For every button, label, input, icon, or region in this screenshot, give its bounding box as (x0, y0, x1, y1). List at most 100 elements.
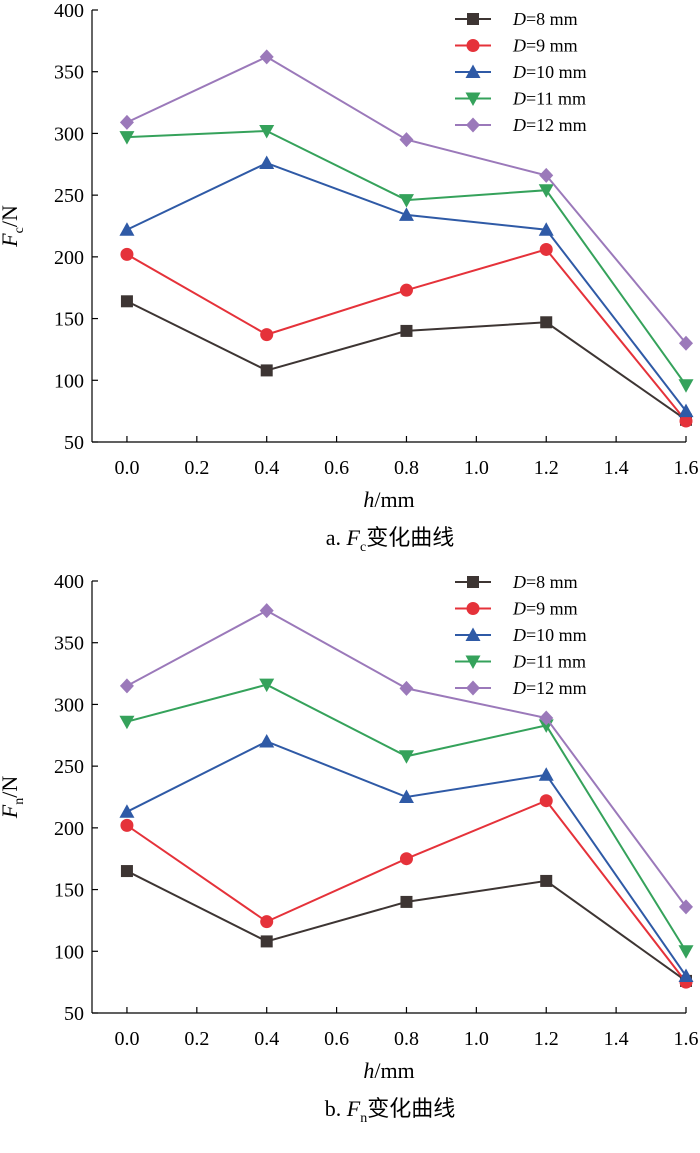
data-point (120, 295, 133, 308)
y-tick-label: 350 (54, 62, 84, 84)
x-axis-title: h/mm (363, 487, 414, 512)
data-point (119, 715, 135, 730)
caption-prefix: b. (325, 1096, 347, 1121)
y-tick-label: 100 (54, 370, 84, 392)
data-point (399, 852, 413, 866)
y-axis-title: Fc/N (0, 205, 27, 248)
data-point (679, 899, 693, 915)
series-D11 (119, 124, 694, 393)
x-tick-label: 0.8 (394, 1028, 419, 1050)
caption-symbol: F (346, 1096, 361, 1121)
series-D8 (120, 295, 692, 426)
x-tick-label: 0.6 (324, 457, 349, 479)
legend-item: D=12 mm (455, 115, 587, 135)
data-point (120, 865, 133, 878)
x-tick-label: 1.2 (534, 1028, 559, 1050)
data-point (538, 767, 554, 781)
x-tick-label: 1.4 (604, 1028, 629, 1050)
data-point (398, 207, 414, 221)
data-point (259, 603, 274, 619)
series-line (126, 870, 687, 982)
legend-value: =8 mm (526, 9, 578, 29)
legend-item: D=12 mm (455, 678, 587, 698)
caption-subscript: n (360, 1111, 367, 1126)
x-tick-label: 0.2 (184, 457, 209, 479)
series-line (126, 129, 687, 386)
legend-marker (466, 39, 480, 52)
series-D9 (120, 794, 693, 989)
series-D12 (119, 49, 693, 351)
data-point (260, 935, 273, 948)
legend-value: =9 mm (526, 36, 578, 56)
data-point (400, 895, 413, 908)
data-point (678, 379, 694, 393)
x-tick-label: 0.4 (254, 457, 279, 479)
legend-symbol: D (512, 678, 526, 698)
legend-value: =12 mm (526, 115, 587, 135)
legend-value: =9 mm (526, 599, 578, 619)
legend-label: D=12 mm (512, 678, 587, 698)
data-point (538, 222, 554, 236)
data-point (539, 167, 554, 183)
series-D10 (119, 733, 694, 982)
legend-marker (465, 92, 481, 106)
x-tick-label: 1.2 (534, 457, 559, 479)
x-tick-label: 0.6 (324, 1028, 349, 1050)
legend-symbol: D (512, 62, 526, 82)
legend-marker (467, 13, 479, 25)
data-point (539, 794, 553, 808)
legend-label: D=10 mm (512, 62, 587, 82)
data-point (399, 132, 414, 148)
legend-marker (465, 64, 481, 78)
y-tick-label: 200 (54, 818, 84, 840)
series-D12 (119, 603, 693, 915)
legend-value: =11 mm (526, 652, 586, 672)
legend-marker (466, 117, 480, 133)
data-point (538, 184, 554, 198)
data-point (400, 324, 413, 337)
legend-value: =10 mm (526, 625, 587, 645)
legend-label: D=11 mm (512, 652, 586, 672)
legend-item: D=8 mm (455, 9, 578, 29)
legend-item: D=11 mm (455, 652, 586, 672)
y-tick-label: 100 (54, 941, 84, 963)
x-tick-label: 1.4 (604, 457, 629, 479)
x-axis-title-unit: /mm (374, 1058, 414, 1083)
chart-caption: a. Fc变化曲线 (326, 525, 454, 555)
data-point (259, 124, 275, 139)
data-point (119, 804, 135, 818)
y-tick-label: 400 (54, 0, 84, 22)
data-point (679, 414, 693, 428)
x-axis-title-symbol: h (363, 487, 374, 512)
data-point (120, 818, 134, 832)
legend-marker (466, 680, 480, 696)
caption-suffix: 变化曲线 (366, 525, 454, 550)
y-axis-title-subscript: n (12, 798, 27, 805)
y-axis-title-subscript: c (12, 227, 27, 233)
legend-symbol: D (512, 572, 526, 592)
series-D9 (120, 242, 693, 428)
legend-item: D=9 mm (455, 599, 578, 619)
y-tick-label: 50 (64, 1003, 84, 1025)
data-point (540, 316, 553, 329)
y-axis-title-unit: /N (0, 205, 22, 227)
y-axis-title-unit: /N (0, 776, 22, 798)
data-point (678, 403, 694, 418)
x-tick-label: 0.2 (184, 1028, 209, 1050)
legend-item: D=8 mm (455, 572, 578, 592)
x-tick-label: 0.8 (394, 457, 419, 479)
y-tick-label: 50 (64, 432, 84, 454)
y-axis-title: Fn/N (0, 776, 27, 820)
data-point (540, 874, 553, 887)
legend-item: D=11 mm (455, 89, 586, 109)
x-axis-title-symbol: h (363, 1058, 374, 1083)
legend-label: D=9 mm (512, 36, 578, 56)
data-point (119, 678, 134, 694)
x-tick-label: 1.6 (674, 1028, 699, 1050)
data-point (259, 733, 275, 748)
caption-suffix: 变化曲线 (367, 1096, 455, 1121)
x-tick-label: 1.0 (464, 1028, 489, 1050)
x-axis-title: h/mm (363, 1058, 414, 1083)
data-point (119, 114, 134, 130)
